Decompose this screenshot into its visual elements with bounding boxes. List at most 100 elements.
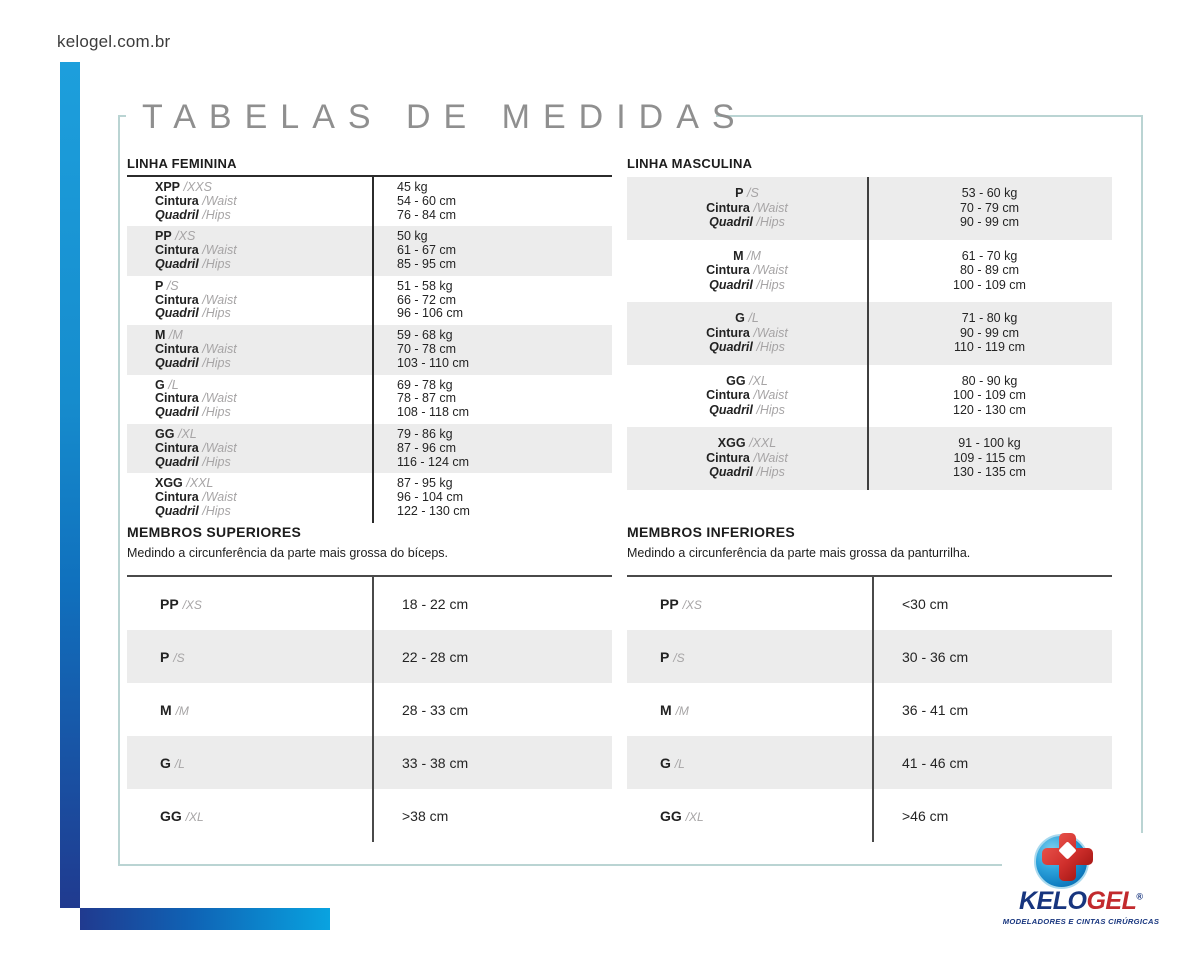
waist-value: 80 - 89 cm <box>959 263 1020 277</box>
waist-label: Cintura <box>706 200 750 215</box>
weight-value: 87 - 95 kg <box>397 476 453 491</box>
waist-value: 66 - 72 cm <box>397 292 457 307</box>
size-row: GG /XL Cintura /Waist Quadril /Hips 79 -… <box>127 423 612 474</box>
weight-value: 61 - 70 kg <box>961 248 1018 263</box>
size-alt-label: /M <box>675 703 689 718</box>
hips-alt-label: /Hips <box>202 355 231 370</box>
values-cell: 45 kg 54 - 60 cm 76 - 84 cm <box>372 180 612 222</box>
size-cell: PP /XS <box>627 596 872 612</box>
waist-value: 87 - 96 cm <box>397 440 457 455</box>
size-alt-label: /M <box>175 703 189 718</box>
waist-value: 61 - 67 cm <box>397 243 457 258</box>
hips-value: 90 - 99 cm <box>959 215 1020 229</box>
values-cell: 91 - 100 kg 109 - 115 cm 130 - 135 cm <box>867 436 1112 480</box>
values-cell: 80 - 90 kg 100 - 109 cm 120 - 130 cm <box>867 374 1112 418</box>
hips-value: 122 - 130 cm <box>397 503 470 518</box>
values-cell: 79 - 86 kg 87 - 96 cm 116 - 124 cm <box>372 426 612 469</box>
hips-label: Quadril <box>155 355 199 370</box>
values-cell: 69 - 78 kg 78 - 87 cm 108 - 118 cm <box>372 377 612 420</box>
table-linha-feminina: LINHA FEMININA XPP /XXS Cintura /Waist Q… <box>127 156 612 523</box>
waist-value: 70 - 78 cm <box>397 341 457 356</box>
values-cell: <30 cm <box>872 596 1112 612</box>
hips-label: Quadril <box>155 405 199 420</box>
table-rows: PP /XS 18 - 22 cm P /S 22 - 28 cm M /M <box>127 575 612 842</box>
hips-alt-label: /Hips <box>756 215 785 229</box>
size-label: PP <box>160 595 179 612</box>
weight-value: 80 - 90 kg <box>961 373 1018 388</box>
size-cell: XPP /XXS Cintura /Waist Quadril /Hips <box>127 180 372 222</box>
size-alt-label: /L <box>674 756 685 771</box>
size-cell: PP /XS <box>127 596 372 612</box>
size-row: G /L Cintura /Waist Quadril /Hips 71 - 8… <box>627 302 1112 365</box>
waist-alt-label: /Waist <box>753 388 788 402</box>
measure-row: PP /XS <30 cm <box>627 577 1112 630</box>
size-alt-label: /M <box>747 248 761 263</box>
waist-alt-label: /Waist <box>202 193 237 208</box>
waist-value: 96 - 104 cm <box>397 490 464 505</box>
brand-wordmark: KELOGEL® <box>1002 887 1160 916</box>
measure-row: P /S 30 - 36 cm <box>627 630 1112 683</box>
table-heading: LINHA MASCULINA <box>627 156 753 171</box>
hips-label: Quadril <box>709 277 753 292</box>
measure-value: 33 - 38 cm <box>402 754 469 771</box>
hips-label: Quadril <box>709 340 753 354</box>
size-cell: GG /XL <box>627 808 872 824</box>
size-label: GG <box>726 373 746 388</box>
hips-label: Quadril <box>155 454 199 469</box>
measure-value: 28 - 33 cm <box>402 701 469 718</box>
weight-value: 71 - 80 kg <box>961 311 1018 325</box>
size-alt-label: /S <box>173 650 185 665</box>
hips-value: 110 - 119 cm <box>953 340 1026 354</box>
size-label: P <box>155 278 164 293</box>
size-label: PP <box>155 229 172 244</box>
size-label: G <box>735 311 745 325</box>
size-label: M <box>160 701 172 718</box>
measure-row: PP /XS 18 - 22 cm <box>127 577 612 630</box>
hips-alt-label: /Hips <box>202 306 231 321</box>
values-cell: 33 - 38 cm <box>372 755 612 771</box>
kelogel-logo: KELOGEL® MODELADORES E CINTAS CIRÚRGICAS <box>1002 833 1160 929</box>
weight-value: 79 - 86 kg <box>397 426 453 441</box>
waist-value: 70 - 79 cm <box>959 200 1020 215</box>
waist-alt-label: /Waist <box>202 391 237 406</box>
brand-tagline: MODELADORES E CINTAS CIRÚRGICAS <box>1002 917 1160 926</box>
size-row: P /S Cintura /Waist Quadril /Hips 53 - 6… <box>627 177 1112 240</box>
values-cell: 30 - 36 cm <box>872 649 1112 665</box>
size-label: XPP <box>155 180 181 194</box>
measure-row: GG /XL >46 cm <box>627 789 1112 842</box>
waist-label: Cintura <box>706 325 750 340</box>
size-label: GG <box>155 426 175 441</box>
table-rows: PP /XS <30 cm P /S 30 - 36 cm M /M <box>627 575 1112 842</box>
waist-label: Cintura <box>155 193 199 208</box>
hips-label: Quadril <box>709 465 753 479</box>
values-cell: >38 cm <box>372 808 612 824</box>
size-cell: M /M Cintura /Waist Quadril /Hips <box>627 249 867 293</box>
bottom-accent-bar <box>80 908 330 930</box>
brand-registered: ® <box>1136 891 1143 902</box>
size-alt-label: /XXS <box>183 180 213 194</box>
measure-value: 36 - 41 cm <box>902 701 969 718</box>
hips-value: 76 - 84 cm <box>397 207 457 222</box>
waist-label: Cintura <box>155 440 199 455</box>
size-alt-label: /XL <box>185 809 204 824</box>
waist-value: 109 - 115 cm <box>953 450 1026 465</box>
measure-row: G /L 41 - 46 cm <box>627 736 1112 789</box>
size-label: M <box>660 701 672 718</box>
site-url: kelogel.com.br <box>57 32 171 51</box>
size-row: XGG /XXL Cintura /Waist Quadril /Hips 87… <box>127 473 612 522</box>
values-cell: 51 - 58 kg 66 - 72 cm 96 - 106 cm <box>372 279 612 321</box>
weight-value: 69 - 78 kg <box>397 377 453 392</box>
waist-label: Cintura <box>706 388 750 402</box>
values-cell: 53 - 60 kg 70 - 79 cm 90 - 99 cm <box>867 186 1112 230</box>
hips-alt-label: /Hips <box>202 405 231 420</box>
hips-alt-label: /Hips <box>756 402 785 417</box>
values-cell: 36 - 41 cm <box>872 702 1112 718</box>
hips-label: Quadril <box>155 306 199 321</box>
measure-value: >38 cm <box>402 807 449 824</box>
size-cell: XGG /XXL Cintura /Waist Quadril /Hips <box>627 436 867 480</box>
waist-alt-label: /Waist <box>753 325 788 340</box>
size-cell: PP /XS Cintura /Waist Quadril /Hips <box>127 229 372 271</box>
size-cell: G /L Cintura /Waist Quadril /Hips <box>627 311 867 355</box>
size-cell: G /L Cintura /Waist Quadril /Hips <box>127 378 372 420</box>
table-rows: XPP /XXS Cintura /Waist Quadril /Hips 45… <box>127 177 612 523</box>
